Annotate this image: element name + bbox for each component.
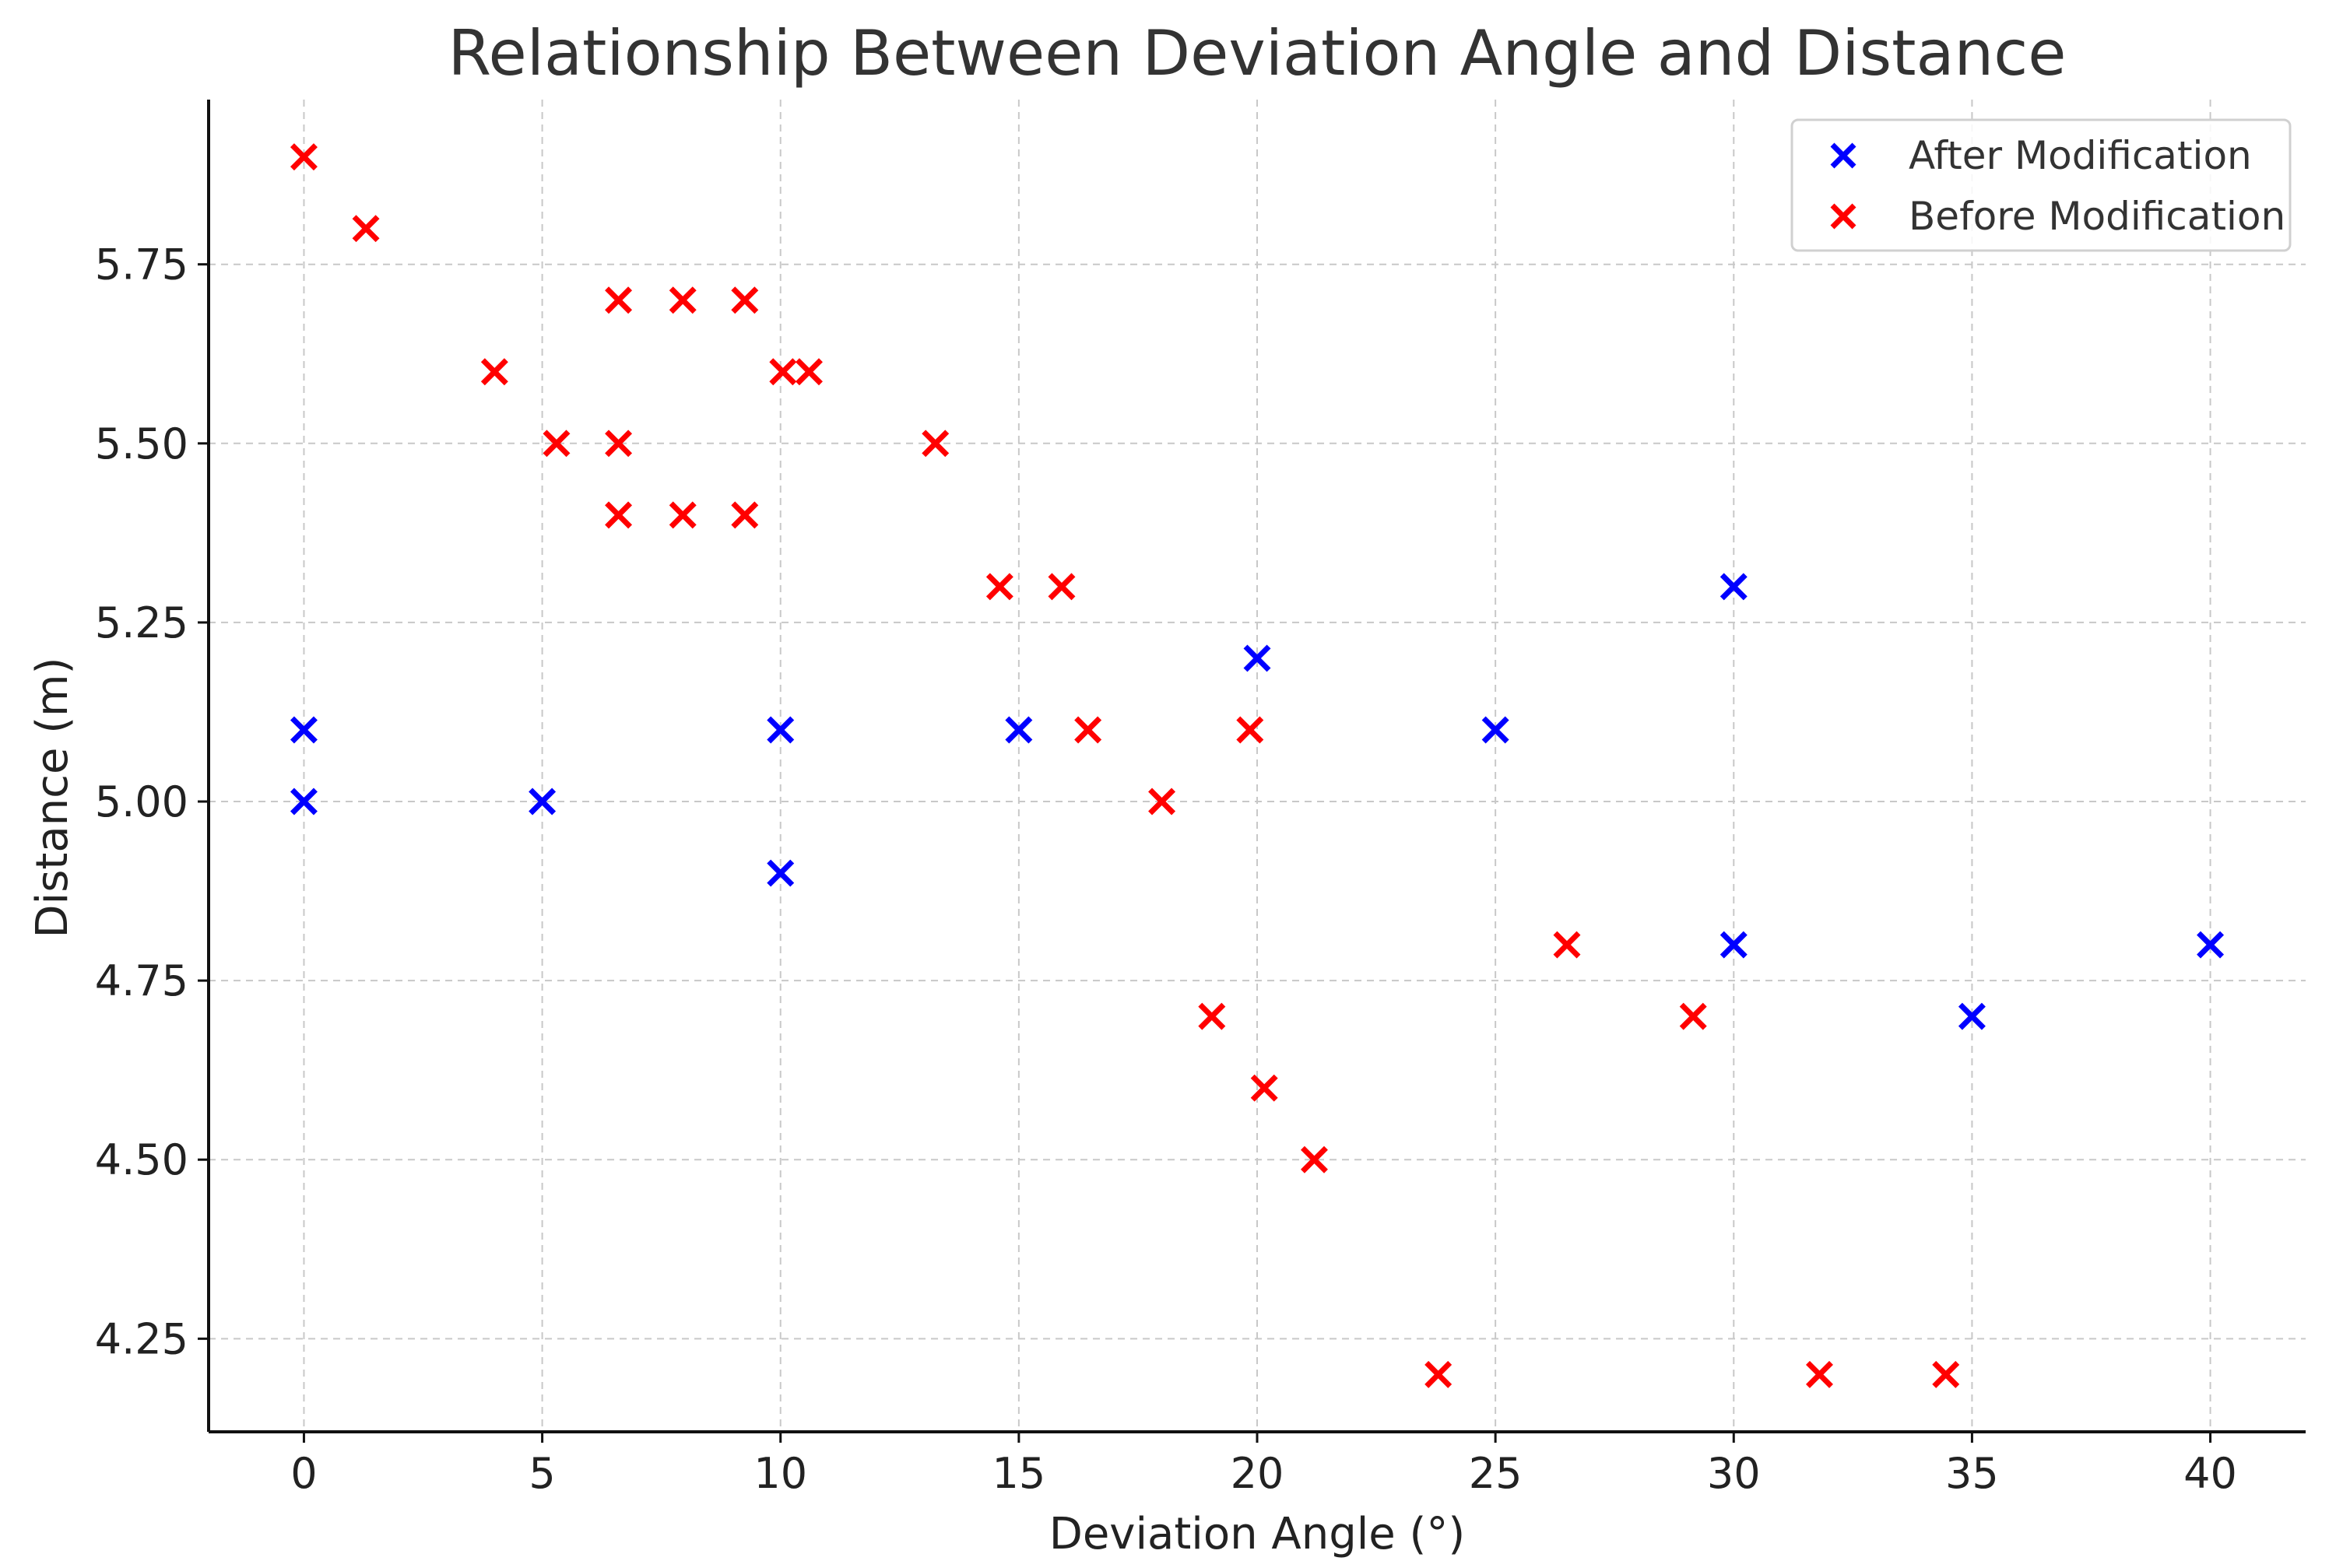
- data-point-before: [1236, 716, 1264, 744]
- data-point-before: [1679, 1002, 1707, 1030]
- data-point-before: [1806, 1360, 1833, 1388]
- data-point-after: [1481, 716, 1509, 744]
- legend-box: [1790, 118, 2292, 252]
- data-point-before: [352, 215, 380, 243]
- data-point-before: [1932, 1360, 1960, 1388]
- data-point-before: [1424, 1360, 1453, 1388]
- y-tick-label: 4.25: [95, 1314, 188, 1363]
- x-tick-label: 15: [992, 1449, 1046, 1498]
- data-point-after: [1243, 644, 1271, 672]
- y-axis-label: Distance (m): [27, 658, 78, 938]
- legend-marker-before: [1830, 203, 1857, 230]
- data-point-after: [290, 788, 318, 816]
- data-point-after: [767, 859, 795, 887]
- x-tick-label: 20: [1231, 1449, 1284, 1498]
- legend-label-after: After Modification: [1909, 133, 2252, 178]
- data-point-before: [1074, 716, 1102, 744]
- y-tick-label: 4.50: [95, 1135, 188, 1184]
- data-point-before: [605, 430, 633, 458]
- data-point-before: [1250, 1074, 1278, 1102]
- x-tick-label: 10: [753, 1449, 807, 1498]
- y-tick-label: 5.00: [95, 777, 188, 826]
- data-point-before: [769, 358, 797, 386]
- data-point-before: [1300, 1145, 1328, 1173]
- data-point-after: [529, 788, 557, 816]
- data-point-after: [2197, 931, 2225, 959]
- legend-label-before: Before Modification: [1909, 194, 2285, 239]
- legend-marker-after: [1830, 142, 1857, 169]
- data-point-before: [605, 501, 633, 529]
- y-tick-label: 5.75: [95, 240, 188, 289]
- data-point-before: [1198, 1002, 1226, 1030]
- data-point-before: [1553, 931, 1581, 959]
- data-point-before: [985, 573, 1013, 601]
- data-point-after: [1720, 931, 1748, 959]
- legend-entries: After Modification Before Modification: [1830, 133, 2285, 239]
- x-tick-label: 35: [1945, 1449, 1999, 1498]
- data-point-before: [480, 358, 508, 386]
- x-tick-label: 5: [529, 1449, 555, 1498]
- data-point-before: [731, 501, 759, 529]
- data-point-before: [543, 430, 571, 458]
- data-point-before: [669, 286, 697, 314]
- data-point-before: [795, 358, 823, 386]
- ticks-layer: 0 5 10 15 20 25 30 35 40 4.25 4.50 4.75 5.00 5.25 5.50…: [95, 240, 2237, 1498]
- y-tick-label: 5.25: [95, 598, 188, 647]
- data-point-after: [290, 716, 318, 744]
- data-point-before: [669, 501, 697, 529]
- data-point-after: [1958, 1002, 1986, 1030]
- points-layer: [290, 143, 2225, 1388]
- grid-layer: [209, 100, 2306, 1432]
- chart-title: Relationship Between Deviation Angle and…: [448, 17, 2067, 89]
- data-point-before: [605, 286, 633, 314]
- y-tick-label: 4.75: [95, 956, 188, 1005]
- y-tick-label: 5.50: [95, 419, 188, 468]
- x-tick-label: 0: [290, 1449, 317, 1498]
- x-tick-label: 40: [2183, 1449, 2237, 1498]
- data-point-before: [731, 286, 759, 314]
- data-point-before: [290, 143, 318, 171]
- legend: After Modification Before Modification: [1790, 118, 2292, 252]
- data-point-after: [1720, 573, 1748, 601]
- data-point-after: [1005, 716, 1033, 744]
- x-tick-label: 25: [1469, 1449, 1523, 1498]
- data-point-before: [1048, 573, 1076, 601]
- data-point-before: [922, 430, 950, 458]
- data-point-after: [767, 716, 795, 744]
- x-axis-label: Deviation Angle (°): [1049, 1509, 1466, 1559]
- x-tick-label: 30: [1707, 1449, 1761, 1498]
- data-point-before: [1148, 788, 1176, 816]
